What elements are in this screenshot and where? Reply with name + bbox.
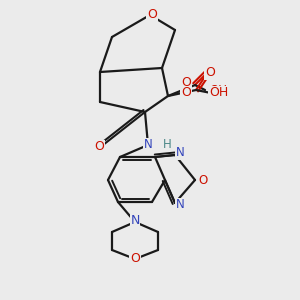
- Text: O: O: [181, 86, 191, 100]
- Text: O: O: [147, 8, 157, 20]
- Text: N: N: [130, 214, 140, 227]
- Text: O: O: [94, 140, 104, 154]
- Text: N: N: [144, 139, 152, 152]
- Text: O: O: [181, 76, 191, 88]
- Text: H: H: [163, 137, 171, 151]
- Text: O: O: [198, 173, 208, 187]
- Text: H: H: [160, 139, 169, 152]
- Text: O: O: [130, 253, 140, 266]
- Text: N: N: [176, 199, 184, 212]
- Text: OH: OH: [209, 86, 229, 100]
- Text: OH: OH: [209, 83, 227, 97]
- Text: N: N: [176, 146, 184, 160]
- Text: O: O: [205, 67, 215, 80]
